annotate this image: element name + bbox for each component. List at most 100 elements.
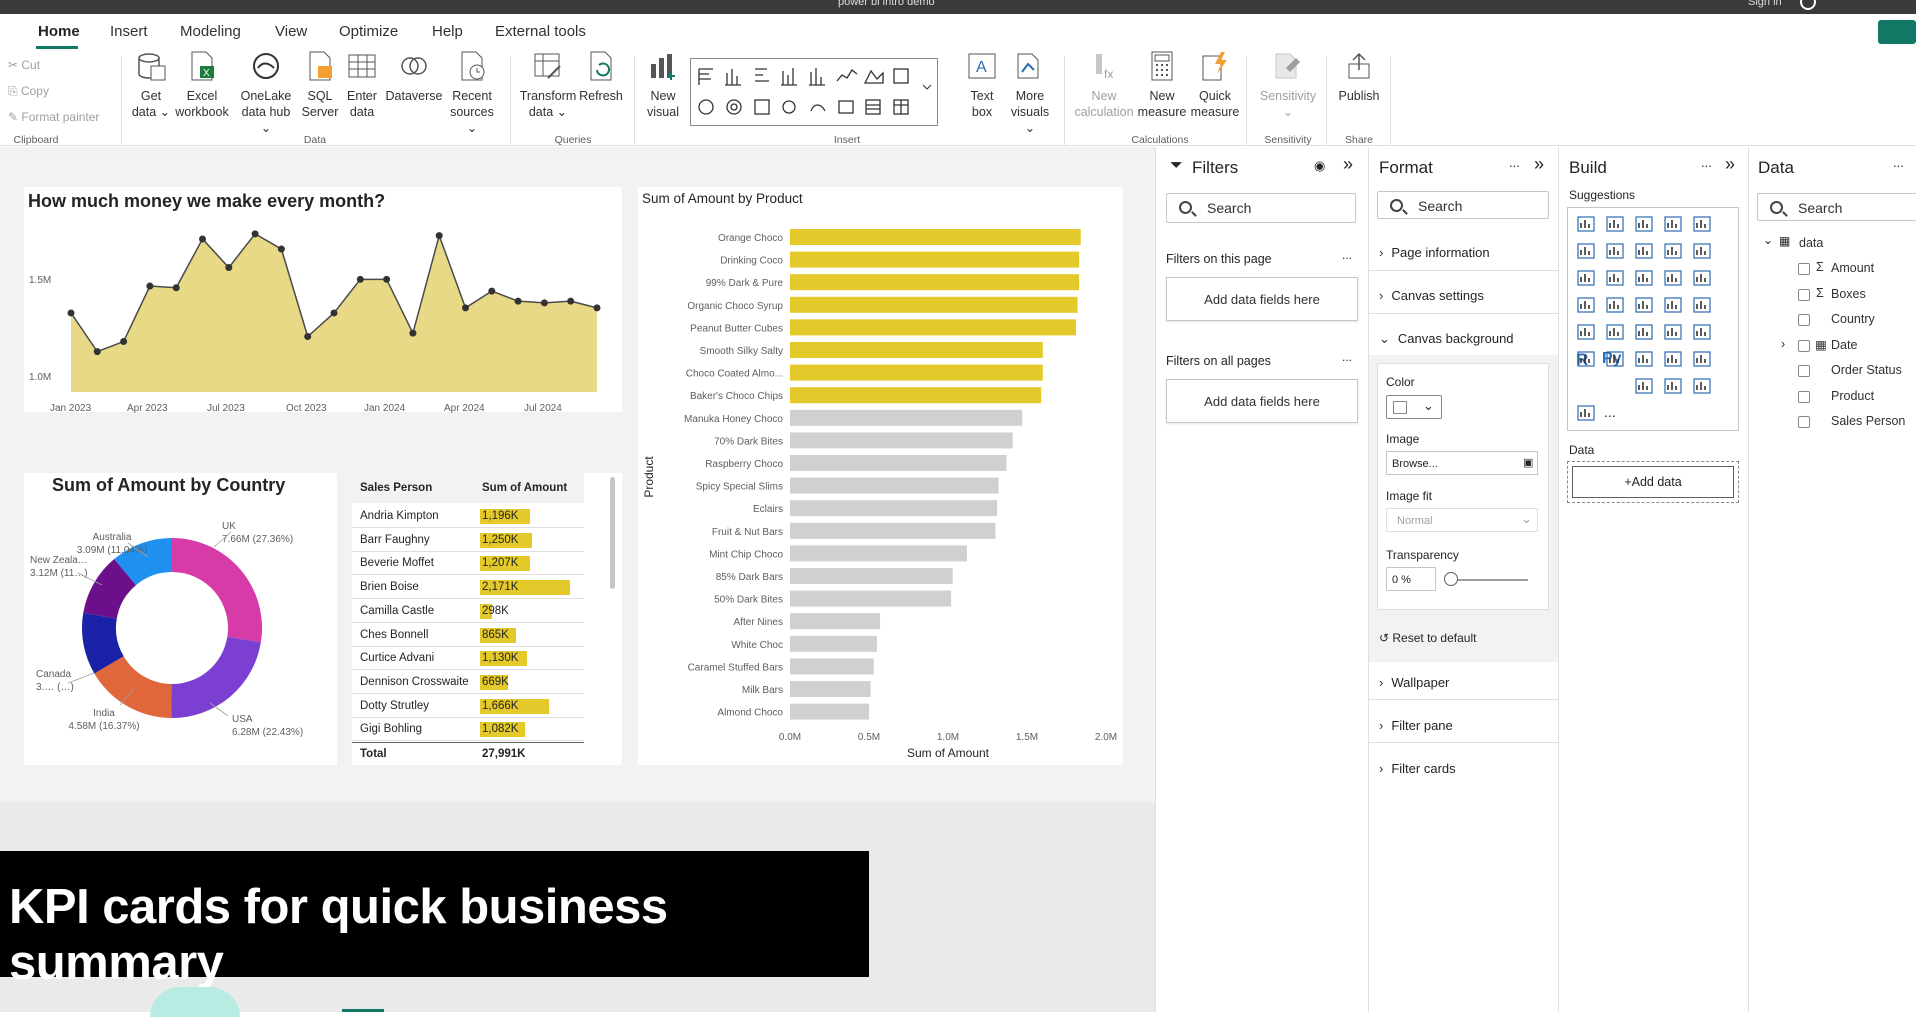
visual-type-icon[interactable] (1576, 349, 1598, 371)
excel-workbook-button[interactable]: X Excel workbook (174, 50, 230, 120)
filters-search-input[interactable]: Search (1166, 193, 1356, 223)
field-name[interactable]: Date (1831, 337, 1858, 352)
enter-data-button[interactable]: Enter data (342, 50, 382, 120)
visual-type-icon[interactable] (1663, 376, 1685, 398)
page-information-section[interactable]: › Page information (1379, 245, 1490, 260)
table-row[interactable]: Gigi Bohling 1,082K (352, 718, 584, 742)
wallpaper-section[interactable]: › Wallpaper (1379, 675, 1450, 690)
format-painter-button[interactable]: ✎ Format painter (8, 110, 100, 124)
more-options-icon[interactable]: ... (1342, 248, 1353, 262)
data-search-input[interactable]: Search (1757, 193, 1916, 221)
visual-type-icon[interactable] (1663, 349, 1685, 371)
visual-type-icon[interactable] (1576, 403, 1598, 425)
visual-type-icon[interactable] (1692, 295, 1714, 317)
quick-measure-button[interactable]: Quick measure (1190, 50, 1240, 120)
visual-type-icon[interactable] (1663, 241, 1685, 263)
table-row[interactable]: Ches Bonnell 865K (352, 624, 584, 647)
visual-gallery[interactable] (690, 58, 938, 126)
table-scrollbar[interactable] (610, 477, 615, 589)
add-data-fields-all-pages-dropzone[interactable]: Add data fields here (1166, 379, 1358, 423)
text-box-button[interactable]: A Text box (962, 50, 1002, 120)
more-options-icon[interactable]: ... (1701, 155, 1712, 170)
tab-home[interactable]: Home (38, 23, 80, 40)
field-name[interactable]: Amount (1831, 261, 1875, 275)
account-icon[interactable] (1800, 0, 1816, 10)
visual-type-icon[interactable] (1663, 295, 1685, 317)
field-checkbox[interactable] (1798, 365, 1810, 377)
visual-type-icon[interactable] (1663, 214, 1685, 236)
visual-type-icon[interactable] (1692, 376, 1714, 398)
dataverse-button[interactable]: Dataverse (384, 50, 444, 104)
tab-help[interactable]: Help (432, 23, 463, 40)
data-table-name[interactable]: data (1799, 236, 1824, 250)
more-visuals-button[interactable]: More visuals ⌄ (1006, 50, 1054, 136)
visual-type-icon[interactable] (1576, 322, 1598, 344)
add-data-fields-page-dropzone[interactable]: Add data fields here (1166, 277, 1358, 321)
visual-type-icon[interactable] (1634, 295, 1656, 317)
collapse-pane-icon[interactable]: » (1534, 154, 1545, 174)
visual-type-icon[interactable] (1663, 268, 1685, 290)
field-checkbox[interactable] (1798, 416, 1810, 428)
tab-insert[interactable]: Insert (110, 23, 148, 40)
image-browse-input[interactable]: Browse... ▣ (1386, 451, 1538, 475)
transform-data-button[interactable]: Transform data ⌄ (518, 50, 578, 120)
publish-button[interactable]: Publish (1334, 50, 1384, 104)
share-button[interactable] (1878, 20, 1916, 44)
column-header-sales-person[interactable]: Sales Person (360, 482, 433, 494)
visual-type-icon[interactable] (1692, 322, 1714, 344)
filter-cards-section[interactable]: › Filter cards (1379, 761, 1456, 776)
canvas-background-section[interactable]: ⌄ Canvas background (1379, 331, 1514, 346)
tab-view[interactable]: View (275, 23, 308, 40)
table-row[interactable]: Beverie Moffet 1,207K (352, 552, 584, 576)
visual-type-icon[interactable] (1634, 268, 1656, 290)
field-name[interactable]: Country (1831, 312, 1875, 326)
more-visuals-icon[interactable]: ... (1604, 404, 1616, 420)
image-fit-dropdown[interactable]: Normal ⌄ (1386, 508, 1538, 532)
canvas-settings-section[interactable]: › Canvas settings (1379, 288, 1484, 303)
chevron-right-icon[interactable]: › (1781, 336, 1786, 351)
visual-type-icon[interactable] (1576, 241, 1598, 263)
transparency-slider-track[interactable] (1448, 579, 1528, 581)
collapse-pane-icon[interactable]: » (1725, 154, 1736, 174)
eye-icon[interactable]: ◉ (1314, 158, 1326, 173)
visual-type-icon[interactable] (1692, 349, 1714, 371)
sales-person-table[interactable]: Sales Person Sum of Amount Andria Kimpto… (352, 473, 622, 765)
field-name[interactable]: Boxes (1831, 286, 1866, 301)
new-visual-button[interactable]: New visual (642, 50, 684, 120)
cut-button[interactable]: ✂ Cut (8, 58, 41, 72)
visual-type-icon[interactable] (1692, 214, 1714, 236)
color-picker[interactable]: ⌄ (1386, 395, 1442, 419)
field-name[interactable]: Sales Person (1831, 414, 1906, 428)
visual-type-icon[interactable] (1663, 322, 1685, 344)
table-row[interactable]: Barr Faughny 1,250K (352, 529, 584, 552)
recent-sources-button[interactable]: Recent sources ⌄ (448, 50, 496, 136)
sensitivity-button[interactable]: Sensitivity ⌄ (1256, 50, 1320, 120)
visual-type-icon[interactable] (1576, 295, 1598, 317)
column-header-sum-of-amount[interactable]: Sum of Amount (482, 482, 568, 494)
transparency-slider-thumb[interactable] (1444, 572, 1458, 586)
collapse-pane-icon[interactable]: » (1343, 154, 1354, 174)
visual-type-icon[interactable] (1605, 214, 1627, 236)
chevron-down-icon[interactable]: ⌄ (1763, 233, 1774, 247)
field-name[interactable]: Order Status (1831, 363, 1902, 377)
visual-type-icon[interactable] (1692, 241, 1714, 263)
field-checkbox[interactable] (1798, 390, 1810, 403)
new-calculation-button[interactable]: fx New calculation (1072, 50, 1136, 120)
reset-to-default-button[interactable]: ↺ Reset to default (1379, 631, 1477, 645)
visual-type-icon[interactable] (1634, 214, 1656, 236)
product-bar-chart[interactable]: Sum of Amount by Product Orange Choco Dri… (638, 187, 1123, 765)
more-options-icon[interactable]: ... (1893, 155, 1904, 170)
field-checkbox[interactable] (1798, 339, 1810, 352)
sign-in-link[interactable]: Sign in (1748, 0, 1782, 8)
tab-external-tools[interactable]: External tools (495, 23, 586, 40)
new-measure-button[interactable]: New measure (1136, 50, 1188, 120)
format-search-input[interactable]: Search (1377, 191, 1549, 219)
table-row[interactable]: Andria Kimpton 1,196K (352, 505, 584, 528)
table-row[interactable]: Brien Boise 2,171K (352, 576, 584, 600)
table-row[interactable]: Dotty Strutley 1,666K (352, 695, 584, 718)
transparency-input[interactable]: 0 % (1386, 567, 1436, 591)
onelake-data-hub-button[interactable]: OneLake data hub ⌄ (236, 50, 296, 136)
monthly-revenue-area-chart[interactable]: How much money we make every month? 1.5M… (24, 187, 622, 414)
filter-pane-section[interactable]: › Filter pane (1379, 718, 1453, 733)
field-name[interactable]: Product (1831, 388, 1875, 403)
